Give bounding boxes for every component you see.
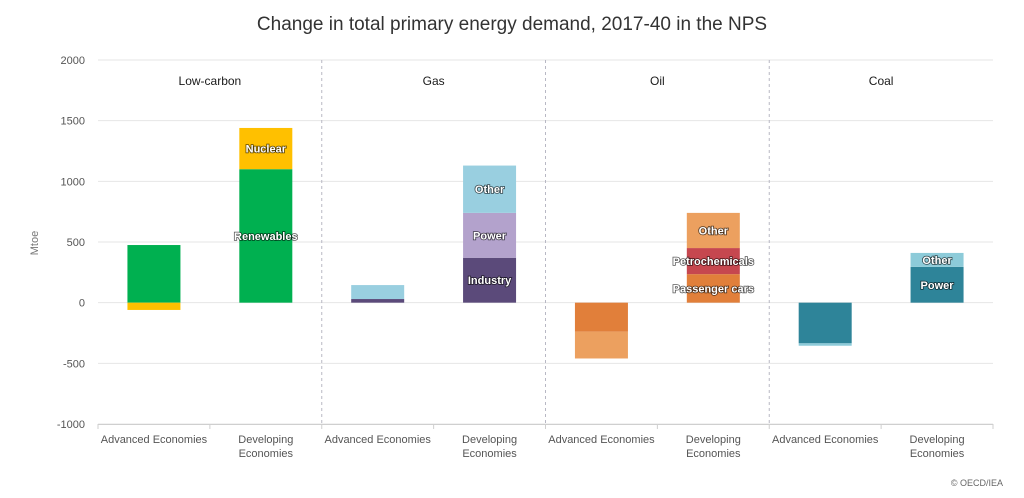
x-category-label: Advanced Economies — [101, 434, 208, 446]
bars — [127, 127, 964, 359]
segment-label: Renewables — [234, 231, 298, 243]
segment-label: Nuclear — [246, 144, 287, 156]
bar-segment — [351, 285, 405, 300]
bar-segment — [574, 302, 628, 332]
y-tick-label: -500 — [63, 358, 85, 370]
y-tick-label: -1000 — [57, 419, 85, 431]
segment-label: Petrochemicals — [673, 256, 754, 268]
bar-segment — [463, 165, 517, 213]
x-category-label: Developing Economies — [238, 434, 293, 460]
bar-segment — [127, 245, 181, 303]
bar-segment — [686, 274, 740, 303]
bar-segment — [239, 169, 293, 303]
bar-segment — [910, 266, 964, 303]
bar-segment — [910, 252, 964, 267]
segment-label: Power — [473, 230, 507, 242]
y-tick-label: 0 — [79, 298, 85, 310]
segment-label: Passenger cars — [673, 283, 754, 295]
group-label: Low-carbon — [179, 74, 242, 88]
segment-label: Other — [475, 184, 505, 196]
x-category-label: Advanced Economies — [324, 434, 431, 446]
x-category-label: Advanced Economies — [772, 434, 879, 446]
bar-segment — [686, 248, 740, 275]
bar-segment — [463, 212, 517, 258]
y-tick-label: 1500 — [61, 116, 85, 128]
bar-segment — [686, 212, 740, 249]
y-tick-label: 1000 — [61, 176, 85, 188]
group-label: Oil — [650, 74, 665, 88]
x-category-label: Developing Economies — [910, 434, 965, 460]
segment-label: Other — [922, 255, 952, 267]
source-credit: © OECD/IEA — [951, 478, 1003, 488]
bar-segment — [798, 343, 852, 346]
labels: 2000 1500 1000 500 0 -500 -1000 Low-carbon Advan… — [57, 55, 965, 460]
segment-label: Industry — [468, 275, 512, 287]
y-tick-label: 2000 — [61, 55, 85, 67]
bar-segment — [127, 302, 181, 310]
x-category-label: Developing Economies — [462, 434, 517, 460]
segment-label: Power — [921, 280, 955, 292]
bar-segment — [351, 299, 405, 303]
group-dividers — [321, 60, 770, 424]
group-label: Gas — [423, 74, 445, 88]
chart-title: Change in total primary energy demand, 2… — [256, 14, 768, 35]
bar-segment — [463, 257, 517, 303]
y-tick-label: 500 — [67, 237, 85, 249]
x-category-label: Developing Economies — [686, 434, 741, 460]
x-category-label: Advanced Economies — [548, 434, 655, 446]
group-label: Coal — [869, 74, 894, 88]
y-axis-label: Mtoe — [29, 231, 41, 255]
bar-segment — [798, 302, 852, 344]
bar-segment — [239, 127, 293, 170]
segment-label: Other — [699, 225, 729, 237]
bar-segment — [574, 331, 628, 359]
